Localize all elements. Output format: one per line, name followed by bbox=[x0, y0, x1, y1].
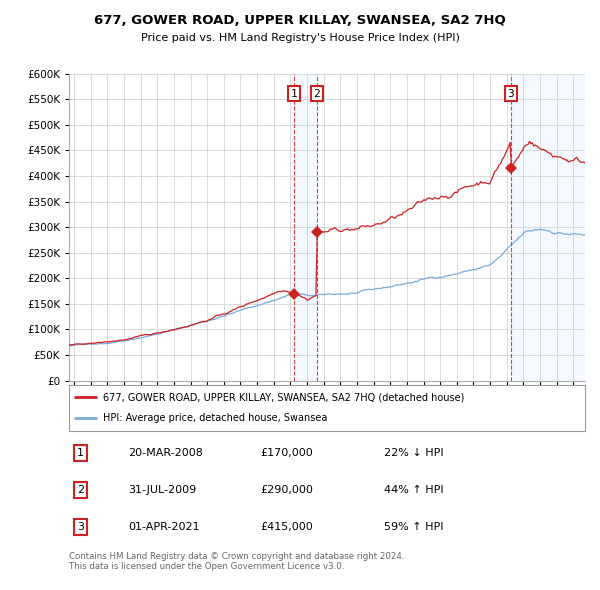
Bar bbox=[511, 74, 585, 381]
Text: 01-APR-2021: 01-APR-2021 bbox=[128, 522, 200, 532]
Text: 3: 3 bbox=[77, 522, 84, 532]
Text: 2: 2 bbox=[313, 88, 320, 99]
Text: 22% ↓ HPI: 22% ↓ HPI bbox=[384, 448, 443, 458]
Text: 59% ↑ HPI: 59% ↑ HPI bbox=[384, 522, 443, 532]
Text: £290,000: £290,000 bbox=[260, 485, 313, 494]
Text: £415,000: £415,000 bbox=[260, 522, 313, 532]
Text: Contains HM Land Registry data © Crown copyright and database right 2024.
This d: Contains HM Land Registry data © Crown c… bbox=[69, 552, 404, 571]
Text: 677, GOWER ROAD, UPPER KILLAY, SWANSEA, SA2 7HQ (detached house): 677, GOWER ROAD, UPPER KILLAY, SWANSEA, … bbox=[103, 392, 464, 402]
Bar bbox=[294, 74, 317, 381]
Text: 31-JUL-2009: 31-JUL-2009 bbox=[128, 485, 197, 494]
Text: £170,000: £170,000 bbox=[260, 448, 313, 458]
Text: Price paid vs. HM Land Registry's House Price Index (HPI): Price paid vs. HM Land Registry's House … bbox=[140, 34, 460, 43]
Text: 3: 3 bbox=[508, 88, 514, 99]
Text: 1: 1 bbox=[77, 448, 84, 458]
Text: 44% ↑ HPI: 44% ↑ HPI bbox=[384, 485, 443, 494]
Text: 1: 1 bbox=[290, 88, 298, 99]
Text: 677, GOWER ROAD, UPPER KILLAY, SWANSEA, SA2 7HQ: 677, GOWER ROAD, UPPER KILLAY, SWANSEA, … bbox=[94, 14, 506, 27]
Text: 20-MAR-2008: 20-MAR-2008 bbox=[128, 448, 203, 458]
Text: 2: 2 bbox=[77, 485, 84, 494]
Text: HPI: Average price, detached house, Swansea: HPI: Average price, detached house, Swan… bbox=[103, 413, 327, 423]
